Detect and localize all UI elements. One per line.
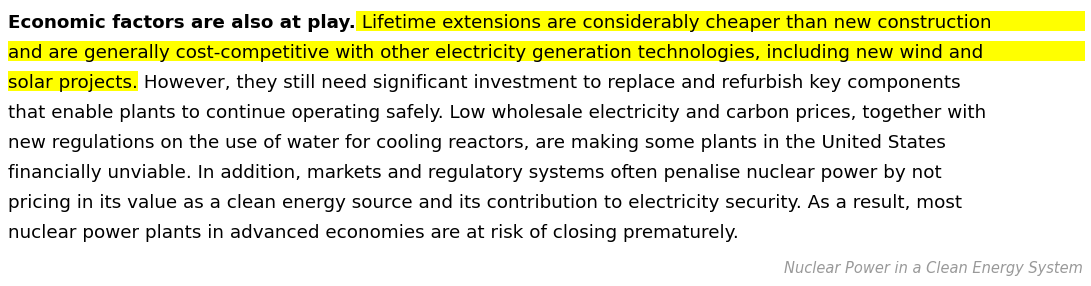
Text: financially unviable. In addition, markets and regulatory systems often penalise: financially unviable. In addition, marke… [8, 164, 942, 182]
Bar [8, 71, 137, 91]
Text: new regulations on the use of water for cooling reactors, are making some plants: new regulations on the use of water for … [8, 134, 946, 152]
Bar [8, 41, 1086, 61]
Text: Lifetime extensions are considerably cheaper than new construction: Lifetime extensions are considerably che… [356, 14, 992, 32]
Bar [356, 11, 1086, 31]
Text: and are generally cost-competitive with other electricity generation technologie: and are generally cost-competitive with … [8, 44, 983, 62]
Text: nuclear power plants in advanced economies are at risk of closing prematurely.: nuclear power plants in advanced economi… [8, 224, 739, 242]
Text: pricing in its value as a clean energy source and its contribution to electricit: pricing in its value as a clean energy s… [8, 194, 962, 212]
Text: Nuclear Power in a Clean Energy System: Nuclear Power in a Clean Energy System [784, 261, 1083, 276]
Text: Economic factors are also at play.: Economic factors are also at play. [8, 14, 356, 32]
Text: However, they still need significant investment to replace and refurbish key com: However, they still need significant inv… [137, 74, 960, 92]
Text: solar projects.: solar projects. [8, 74, 137, 92]
Text: that enable plants to continue operating safely. Low wholesale electricity and c: that enable plants to continue operating… [8, 104, 986, 122]
